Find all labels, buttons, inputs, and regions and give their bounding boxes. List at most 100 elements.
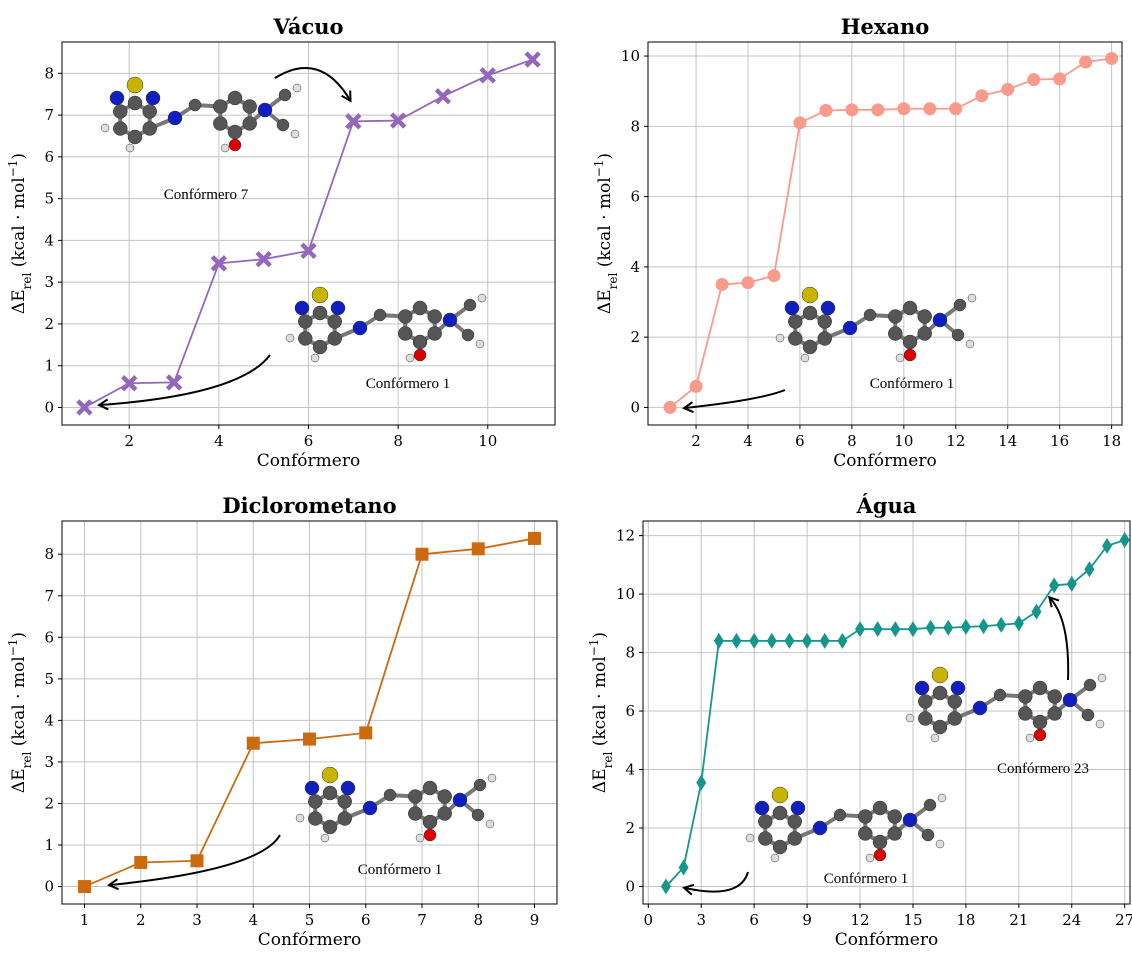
- marker: [855, 621, 865, 637]
- y-tick-label: 2: [44, 794, 54, 812]
- y-axis-label-part: (kcal · mol: [595, 177, 615, 272]
- marker: [820, 633, 830, 649]
- y-axis-label: ΔErel (kcal · mol−1): [587, 632, 615, 793]
- x-tick-label: 2: [136, 911, 146, 929]
- x-tick-label: 8: [473, 911, 483, 929]
- atom: [813, 821, 827, 835]
- marker: [837, 633, 847, 649]
- atom: [896, 354, 904, 362]
- x-tick-label: 6: [304, 432, 314, 450]
- x-tick-label: 24: [1062, 911, 1081, 929]
- marker: [897, 102, 910, 115]
- atom: [478, 294, 486, 302]
- marker: [78, 880, 91, 893]
- marker: [1079, 56, 1092, 69]
- x-tick-label: 8: [393, 432, 403, 450]
- atom: [755, 801, 769, 815]
- molecule: [906, 667, 1106, 742]
- marker: [767, 633, 777, 649]
- marker: [696, 775, 706, 791]
- x-tick-label: 2: [691, 432, 701, 450]
- atom: [918, 310, 932, 324]
- x-tick-label: 2: [124, 432, 134, 450]
- atom: [243, 100, 257, 114]
- atom: [408, 807, 422, 821]
- atom: [818, 332, 832, 346]
- x-tick-label: 10: [894, 432, 913, 450]
- y-axis-label-part: ): [590, 632, 610, 639]
- atom: [296, 814, 304, 822]
- marker: [732, 633, 742, 649]
- atom: [1048, 707, 1062, 721]
- y-axis-label-part: −1: [6, 639, 20, 657]
- atom: [423, 815, 437, 829]
- atom: [772, 787, 788, 803]
- x-tick-label: 3: [696, 911, 706, 929]
- x-tick-label: 10: [478, 432, 497, 450]
- atom: [295, 301, 309, 315]
- marker: [134, 856, 147, 869]
- atom: [791, 801, 805, 815]
- atom: [313, 340, 327, 354]
- marker: [961, 619, 971, 635]
- chart-title: Diclorometano: [222, 493, 396, 518]
- molecule: [776, 287, 976, 362]
- atom: [758, 815, 772, 829]
- y-tick-label: 1: [44, 836, 54, 854]
- marker: [784, 633, 794, 649]
- y-axis-label-part: −1: [587, 639, 601, 657]
- marker: [1053, 72, 1066, 85]
- x-tick-label: 27: [1115, 911, 1132, 929]
- atom: [189, 99, 201, 111]
- atom: [918, 712, 932, 726]
- atom: [866, 854, 874, 862]
- atom: [277, 119, 289, 131]
- atom: [291, 130, 299, 138]
- atom: [864, 309, 876, 321]
- x-tick-label: 4: [248, 911, 258, 929]
- atom: [127, 77, 143, 93]
- atom: [308, 795, 322, 809]
- marker: [802, 633, 812, 649]
- atom: [1048, 690, 1062, 704]
- y-tick-label: 8: [630, 117, 640, 135]
- y-axis-label-part: (kcal · mol: [590, 656, 610, 751]
- y-tick-label: 4: [625, 761, 635, 779]
- atom: [843, 321, 857, 335]
- y-axis-label-part: ΔE: [9, 289, 29, 314]
- x-tick-label: 14: [998, 432, 1017, 450]
- y-tick-label: 6: [44, 628, 54, 646]
- atom: [374, 309, 386, 321]
- marker: [528, 55, 538, 65]
- y-tick-label: 6: [44, 148, 54, 166]
- y-tick-label: 0: [44, 398, 54, 416]
- atom: [994, 689, 1006, 701]
- atom: [328, 332, 342, 346]
- y-tick-label: 3: [44, 753, 54, 771]
- y-tick-label: 2: [44, 315, 54, 333]
- atom: [486, 820, 494, 828]
- y-tick-label: 2: [630, 328, 640, 346]
- x-tick-label: 6: [361, 911, 371, 929]
- y-axis-label-part: ): [595, 153, 615, 160]
- x-axis-label: Confórmero: [257, 451, 360, 471]
- marker: [303, 733, 316, 746]
- atom: [915, 681, 929, 695]
- y-axis-label-part: rel: [606, 273, 620, 290]
- atom: [803, 340, 817, 354]
- atom: [952, 329, 964, 341]
- atom: [746, 834, 754, 842]
- x-tick-label: 5: [305, 911, 315, 929]
- marker: [1027, 73, 1040, 86]
- atom: [888, 310, 902, 324]
- y-axis-label: ΔErel (kcal · mol−1): [6, 153, 34, 314]
- y-axis-label-part: rel: [601, 752, 615, 769]
- atom: [938, 794, 946, 802]
- arrow: [685, 872, 748, 892]
- marker: [1105, 52, 1118, 65]
- atom: [305, 781, 319, 795]
- atom: [788, 332, 802, 346]
- atom: [464, 299, 476, 311]
- arrow: [685, 390, 785, 408]
- atom: [126, 144, 134, 152]
